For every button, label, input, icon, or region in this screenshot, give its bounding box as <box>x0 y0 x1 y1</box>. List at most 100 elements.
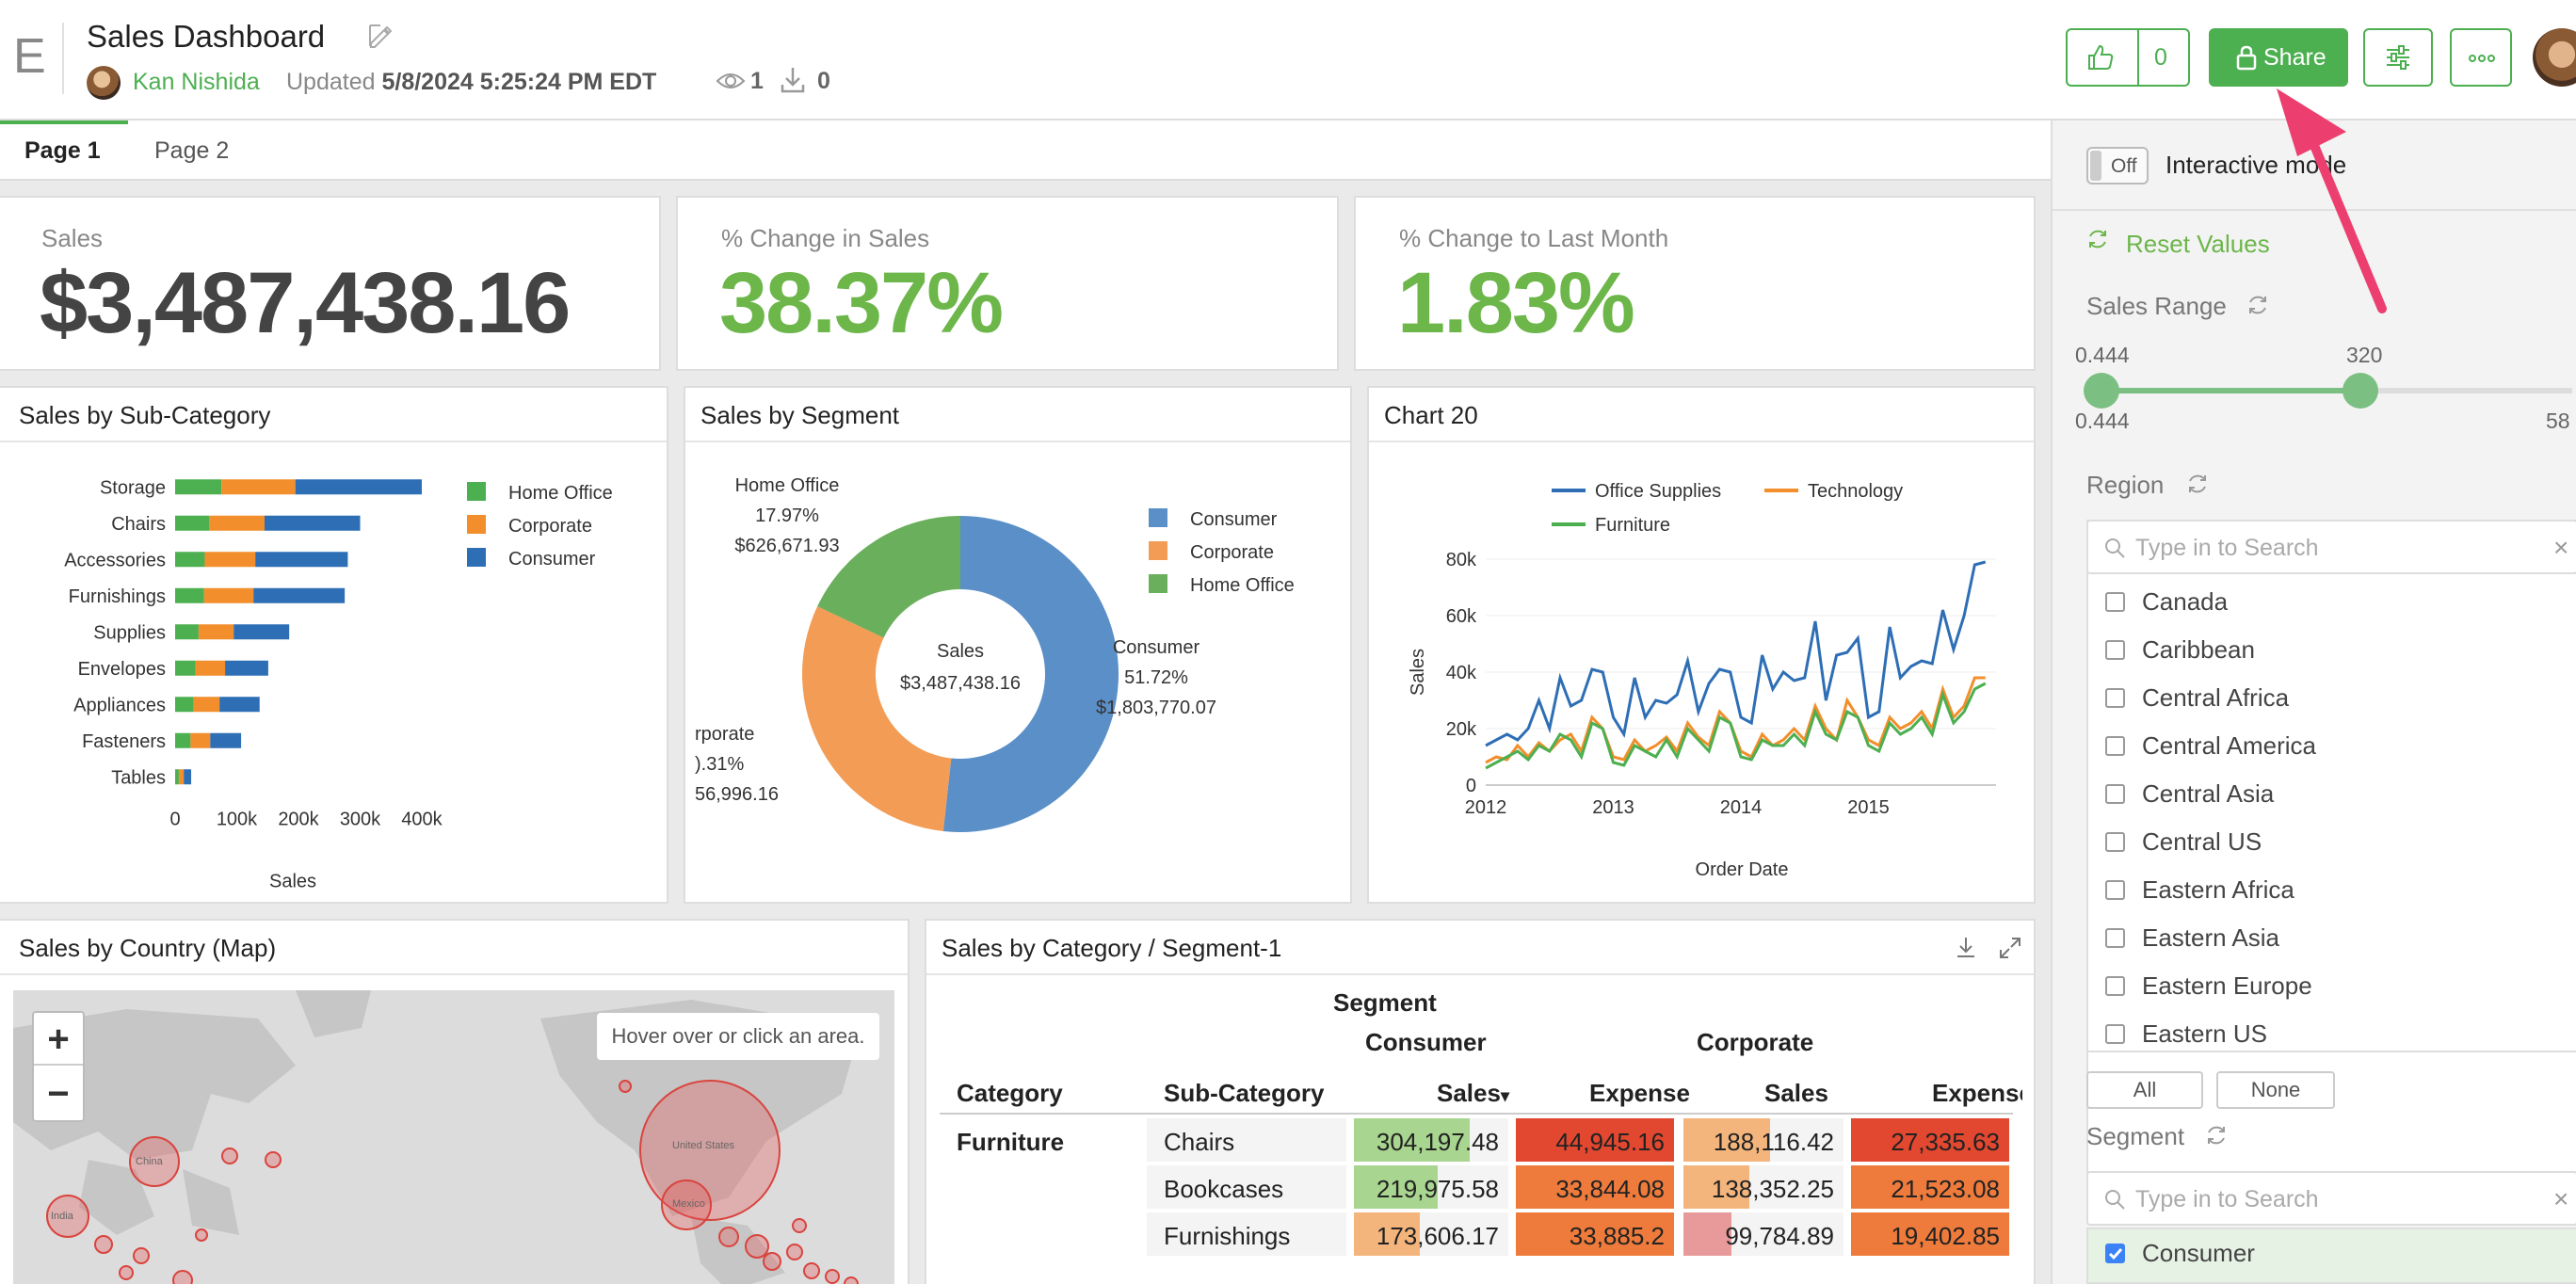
bar-segment-2[interactable] <box>233 624 290 640</box>
region-item[interactable]: Central US <box>2105 827 2262 865</box>
checkbox-icon[interactable] <box>2105 1023 2125 1044</box>
segment-search-input[interactable] <box>2135 1186 2531 1213</box>
checkbox-icon[interactable] <box>2105 879 2125 900</box>
bar-segment-2[interactable] <box>225 660 268 676</box>
slider-max-handle[interactable] <box>2343 373 2378 409</box>
edit-title-icon[interactable] <box>367 23 394 54</box>
bar-segment-0[interactable] <box>175 660 196 676</box>
consumer-sales-cell[interactable]: 304,197.48 <box>1354 1118 1508 1162</box>
checkbox-icon[interactable] <box>2105 783 2125 804</box>
region-search-input[interactable] <box>2135 535 2531 562</box>
region-refresh-icon[interactable] <box>2186 473 2209 500</box>
region-item[interactable]: Central Asia <box>2105 779 2274 817</box>
column-header-corporate-expense[interactable]: Expense <box>1932 1079 2022 1107</box>
corporate-sales-cell[interactable]: 99,784.89 <box>1683 1212 1843 1256</box>
column-header-consumer-sales[interactable]: Sales▾ <box>1437 1079 1509 1108</box>
segment-item-consumer-row[interactable]: Consumer <box>2086 1228 2576 1284</box>
table-row[interactable]: Bookcases 219,975.58 33,844.08 138,352.25 21… <box>940 1164 2013 1211</box>
donut-slice-1[interactable] <box>802 606 952 832</box>
sales-range-slider[interactable] <box>2084 373 2572 409</box>
bar-segment-0[interactable] <box>175 479 222 495</box>
table-row[interactable]: Furniture Chairs 304,197.48 44,945.16 188,11… <box>940 1116 2013 1164</box>
corporate-sales-cell[interactable]: 188,116.42 <box>1683 1118 1843 1162</box>
corporate-expense-cell[interactable]: 19,402.85 <box>1851 1212 2009 1256</box>
bar-segment-1[interactable] <box>195 660 226 676</box>
checkbox-icon[interactable] <box>2105 975 2125 996</box>
bar-segment-2[interactable] <box>264 515 361 531</box>
bar-segment-1[interactable] <box>193 697 220 713</box>
corporate-expense-cell[interactable]: 21,523.08 <box>1851 1165 2009 1209</box>
consumer-sales-cell[interactable]: 219,975.58 <box>1354 1165 1508 1209</box>
table-row[interactable]: Furnishings 173,606.17 33,885.2 99,784.89 19… <box>940 1211 2013 1258</box>
checkbox-icon[interactable] <box>2105 639 2125 660</box>
slider-min-handle[interactable] <box>2084 373 2119 409</box>
checkbox-icon[interactable] <box>2105 687 2125 708</box>
user-avatar[interactable] <box>2533 28 2576 87</box>
corporate-sales-cell[interactable]: 138,352.25 <box>1683 1165 1843 1209</box>
corporate-expense-cell[interactable]: 27,335.63 <box>1851 1118 2009 1162</box>
zoom-in-button[interactable]: + <box>34 1013 83 1066</box>
consumer-expense-cell[interactable]: 44,945.16 <box>1516 1118 1674 1162</box>
bar-segment-0[interactable] <box>175 624 199 640</box>
app-logo[interactable]: E <box>13 29 46 84</box>
tab-page-1[interactable]: Page 1 <box>24 137 101 164</box>
segment-item-consumer[interactable]: Consumer <box>2105 1239 2255 1276</box>
clear-search-icon[interactable]: × <box>2553 533 2569 562</box>
bar-segment-2[interactable] <box>295 479 422 495</box>
bar-segment-2[interactable] <box>184 769 192 785</box>
author-link[interactable]: Kan Nishida <box>133 69 260 95</box>
region-item[interactable]: Eastern Africa <box>2105 875 2294 913</box>
region-item[interactable]: Eastern Asia <box>2105 923 2279 961</box>
region-item[interactable]: Eastern US <box>2105 1019 2267 1057</box>
bar-segment-1[interactable] <box>209 515 265 531</box>
bar-segment-1[interactable] <box>203 587 254 603</box>
bar-segment-2[interactable] <box>219 697 260 713</box>
reset-values-link[interactable]: Reset Values <box>2126 230 2270 258</box>
clear-search-icon[interactable]: × <box>2553 1184 2569 1213</box>
bar-segment-2[interactable] <box>210 732 242 748</box>
expand-icon[interactable] <box>1998 936 2022 965</box>
consumer-sales-cell[interactable]: 173,606.17 <box>1354 1212 1508 1256</box>
filter-settings-button[interactable] <box>2363 28 2433 87</box>
series-line-0[interactable] <box>1485 560 1987 747</box>
bar-segment-0[interactable] <box>175 515 210 531</box>
donut-slice-2[interactable] <box>817 516 960 638</box>
download-icon[interactable] <box>1955 936 1977 965</box>
checkbox-checked-icon[interactable] <box>2105 1243 2125 1263</box>
more-options-button[interactable] <box>2450 28 2512 87</box>
share-button[interactable]: Share <box>2209 28 2348 87</box>
bar-segment-0[interactable] <box>175 587 204 603</box>
column-header-consumer-expense[interactable]: Expense <box>1589 1079 1690 1107</box>
sales-range-refresh-icon[interactable] <box>2246 294 2269 321</box>
column-header-subcategory[interactable]: Sub-Category <box>1164 1079 1325 1107</box>
bar-segment-1[interactable] <box>178 769 185 785</box>
donut-slice-0[interactable] <box>942 516 1119 832</box>
checkbox-icon[interactable] <box>2105 735 2125 756</box>
bar-segment-0[interactable] <box>175 552 205 568</box>
bar-segment-0[interactable] <box>175 697 194 713</box>
bar-segment-0[interactable] <box>175 769 179 785</box>
bar-segment-1[interactable] <box>190 732 211 748</box>
column-header-corporate-sales[interactable]: Sales <box>1764 1079 1828 1107</box>
bar-segment-1[interactable] <box>221 479 296 495</box>
checkbox-icon[interactable] <box>2105 927 2125 948</box>
bar-segment-0[interactable] <box>175 732 191 748</box>
bar-segment-2[interactable] <box>253 587 346 603</box>
bar-segment-2[interactable] <box>255 552 348 568</box>
tab-page-2[interactable]: Page 2 <box>154 137 230 164</box>
zoom-out-button[interactable]: − <box>47 1073 70 1115</box>
reset-refresh-icon[interactable] <box>2086 228 2109 255</box>
segment-refresh-icon[interactable] <box>2205 1124 2228 1151</box>
region-item[interactable]: Central Africa <box>2105 683 2289 721</box>
region-item[interactable]: Central America <box>2105 731 2316 769</box>
region-item[interactable]: Canada <box>2105 587 2228 625</box>
consumer-expense-cell[interactable]: 33,885.2 <box>1516 1212 1674 1256</box>
checkbox-icon[interactable] <box>2105 591 2125 612</box>
interactive-mode-toggle[interactable]: Off <box>2086 147 2149 185</box>
region-item[interactable]: Caribbean <box>2105 635 2255 673</box>
author-avatar[interactable] <box>87 66 121 100</box>
like-button[interactable]: 0 <box>2066 28 2190 87</box>
series-line-2[interactable] <box>1485 682 1987 770</box>
consumer-expense-cell[interactable]: 33,844.08 <box>1516 1165 1674 1209</box>
select-none-button[interactable]: None <box>2216 1071 2335 1109</box>
